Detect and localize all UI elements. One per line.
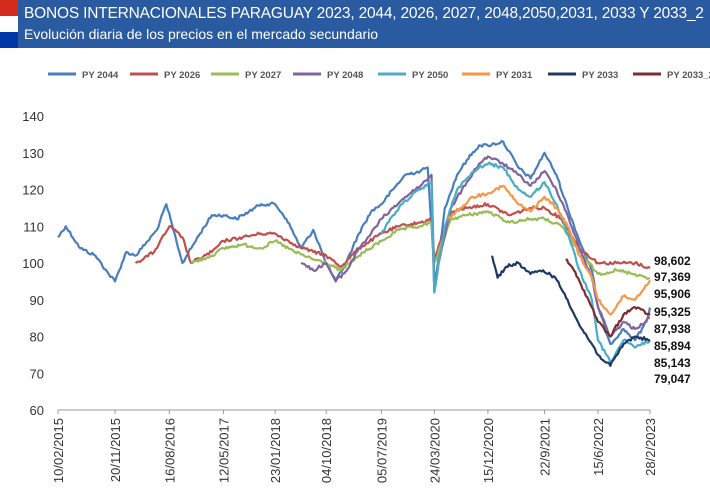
x-axis: 10/02/2015 20/11/2015 16/08/2016 12/05/2017… bbox=[51, 410, 658, 483]
legend-item: PY 2048 bbox=[293, 70, 363, 81]
x-tick-label: 05/07/2019 bbox=[374, 418, 389, 483]
legend-item: PY 2026 bbox=[130, 70, 200, 81]
series-line bbox=[380, 161, 651, 364]
x-tick-label: 10/02/2015 bbox=[51, 418, 66, 483]
series-line bbox=[491, 255, 651, 367]
y-tick-label: 110 bbox=[23, 219, 44, 234]
legend-label: PY 2044 bbox=[82, 70, 119, 81]
chart-title: BONOS INTERNACIONALES PARAGUAY 2023, 204… bbox=[24, 5, 704, 22]
x-tick-label: 16/08/2016 bbox=[162, 418, 177, 483]
series-line bbox=[565, 258, 651, 338]
paraguay-flag-icon bbox=[0, 0, 18, 48]
y-tick-label: 140 bbox=[22, 109, 44, 124]
x-tick-label: 22/9/2021 bbox=[537, 418, 552, 476]
chart-header: BONOS INTERNACIONALES PARAGUAY 2023, 204… bbox=[0, 0, 710, 48]
x-tick-label: 12/05/2017 bbox=[217, 418, 232, 483]
legend-item: PY 2050 bbox=[378, 70, 448, 81]
end-value-label: 95,906 bbox=[654, 287, 691, 301]
plot-area bbox=[57, 140, 652, 367]
series-line bbox=[190, 210, 651, 280]
y-tick-label: 130 bbox=[22, 146, 44, 161]
series-line bbox=[57, 140, 652, 345]
end-value-labels: 98,602 97,369 95,906 95,325 87,938 85,894 85,1… bbox=[654, 254, 691, 386]
legend-label: PY 2027 bbox=[245, 70, 281, 81]
x-tick-label: 23/01/2018 bbox=[268, 418, 283, 483]
x-tick-label: 15/6/2022 bbox=[591, 418, 606, 476]
x-tick-label: 04/10/2018 bbox=[319, 418, 334, 483]
x-tick-label: 15/12/2020 bbox=[481, 418, 496, 483]
legend-item: PY 2044 bbox=[48, 70, 119, 81]
end-value-label: 95,325 bbox=[654, 305, 691, 319]
x-tick-label: 20/11/2015 bbox=[108, 418, 123, 482]
legend-label: PY 2048 bbox=[327, 70, 363, 81]
legend-item: PY 2027 bbox=[211, 70, 281, 81]
chart-legend: PY 2044 PY 2026 PY 2027 PY 2048 PY 2050 PY 20… bbox=[48, 70, 710, 81]
y-tick-label: 90 bbox=[30, 293, 44, 308]
legend-item: PY 2033_2 bbox=[633, 70, 710, 81]
legend-label: PY 2033_2 bbox=[667, 70, 710, 81]
legend-item: PY 2033 bbox=[548, 70, 618, 81]
x-tick-label: 24/03/2020 bbox=[427, 418, 442, 483]
legend-item: PY 2031 bbox=[462, 70, 533, 81]
end-value-label: 79,047 bbox=[654, 372, 691, 386]
end-value-label: 87,938 bbox=[654, 322, 691, 336]
end-value-label: 98,602 bbox=[654, 254, 691, 268]
end-value-label: 85,894 bbox=[654, 339, 691, 353]
y-tick-label: 70 bbox=[30, 366, 44, 381]
legend-label: PY 2033 bbox=[582, 70, 618, 81]
legend-label: PY 2031 bbox=[496, 70, 533, 81]
chart-subtitle: Evolución diaria de los precios en el me… bbox=[24, 26, 379, 42]
x-tick-label: 28/2/2023 bbox=[643, 418, 658, 476]
legend-label: PY 2050 bbox=[412, 70, 448, 81]
y-tick-label: 120 bbox=[22, 183, 44, 198]
y-tick-label: 80 bbox=[30, 330, 44, 345]
series-line bbox=[134, 202, 651, 270]
y-tick-label: 60 bbox=[30, 403, 44, 418]
series-line bbox=[447, 184, 651, 316]
y-axis: 60 70 80 90 100 110 120 130 140 bbox=[22, 109, 650, 418]
legend-label: PY 2026 bbox=[164, 70, 200, 81]
y-tick-label: 100 bbox=[22, 256, 44, 271]
end-value-label: 97,369 bbox=[654, 270, 691, 284]
price-line-chart: PY 2044 PY 2026 PY 2027 PY 2048 PY 2050 PY 20… bbox=[22, 70, 710, 483]
end-value-label: 85,143 bbox=[654, 356, 691, 370]
